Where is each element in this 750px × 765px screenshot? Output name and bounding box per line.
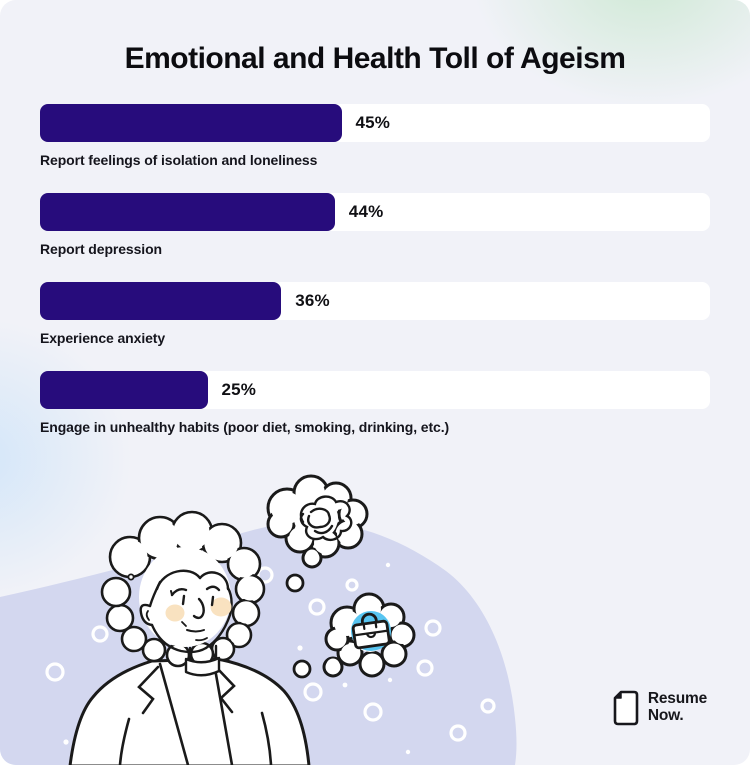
- bubble-dots: [63, 562, 411, 755]
- bar-row: 36% Experience anxiety: [40, 282, 710, 346]
- logo-line-2: Now.: [647, 707, 684, 724]
- face: [139, 569, 233, 654]
- bar-track: 25%: [40, 371, 710, 409]
- bar-label: Experience anxiety: [40, 330, 166, 346]
- bar-value: 45%: [355, 113, 391, 132]
- bar-value: 25%: [221, 380, 257, 399]
- bubble-trail-dot: [292, 659, 312, 679]
- document-icon: [613, 690, 639, 726]
- bar-label: Engage in unhealthy habits (poor diet, s…: [40, 419, 450, 435]
- bar-value: 36%: [295, 291, 330, 310]
- resume-now-logo: Resume Now.: [612, 690, 707, 726]
- logo-text: Resume Now.: [648, 691, 707, 724]
- bar-label: Report feelings of isolation and lonelin…: [40, 152, 318, 168]
- bar-track: 44%: [40, 193, 710, 231]
- blush: [165, 597, 232, 622]
- scribble-icon: [299, 495, 353, 542]
- bar-fill: [40, 371, 208, 409]
- bar-fill: [40, 104, 342, 142]
- hair-curl-detail: [127, 573, 135, 581]
- bar-value: 44%: [348, 202, 384, 221]
- bubble-trail-dot: [285, 573, 305, 593]
- briefcase-icon: [351, 612, 391, 650]
- bar-row: 44% Report depression: [40, 193, 710, 257]
- worried-elderly-woman: [68, 510, 311, 765]
- bar-label: Report depression: [40, 241, 162, 257]
- bar-fill: [40, 282, 282, 320]
- bar-row: 45% Report feelings of isolation and lon…: [40, 104, 710, 168]
- coat-lapels: [118, 661, 273, 765]
- logo-line-1: Resume: [647, 690, 707, 708]
- bar-track: 45%: [40, 104, 710, 142]
- bar-track: 36%: [40, 282, 710, 320]
- bar-row: 25% Engage in unhealthy habits (poor die…: [40, 371, 710, 435]
- face-features: [170, 585, 221, 642]
- tangled-thoughts-bubble: [266, 474, 369, 593]
- turtleneck: [184, 644, 221, 677]
- bubble-pattern: [45, 566, 496, 742]
- bar-fill: [40, 193, 335, 231]
- page-title: Emotional and Health Toll of Ageism: [124, 42, 626, 75]
- briefcase-thought-bubble: [292, 592, 416, 679]
- ageism-illustration: [0, 474, 517, 765]
